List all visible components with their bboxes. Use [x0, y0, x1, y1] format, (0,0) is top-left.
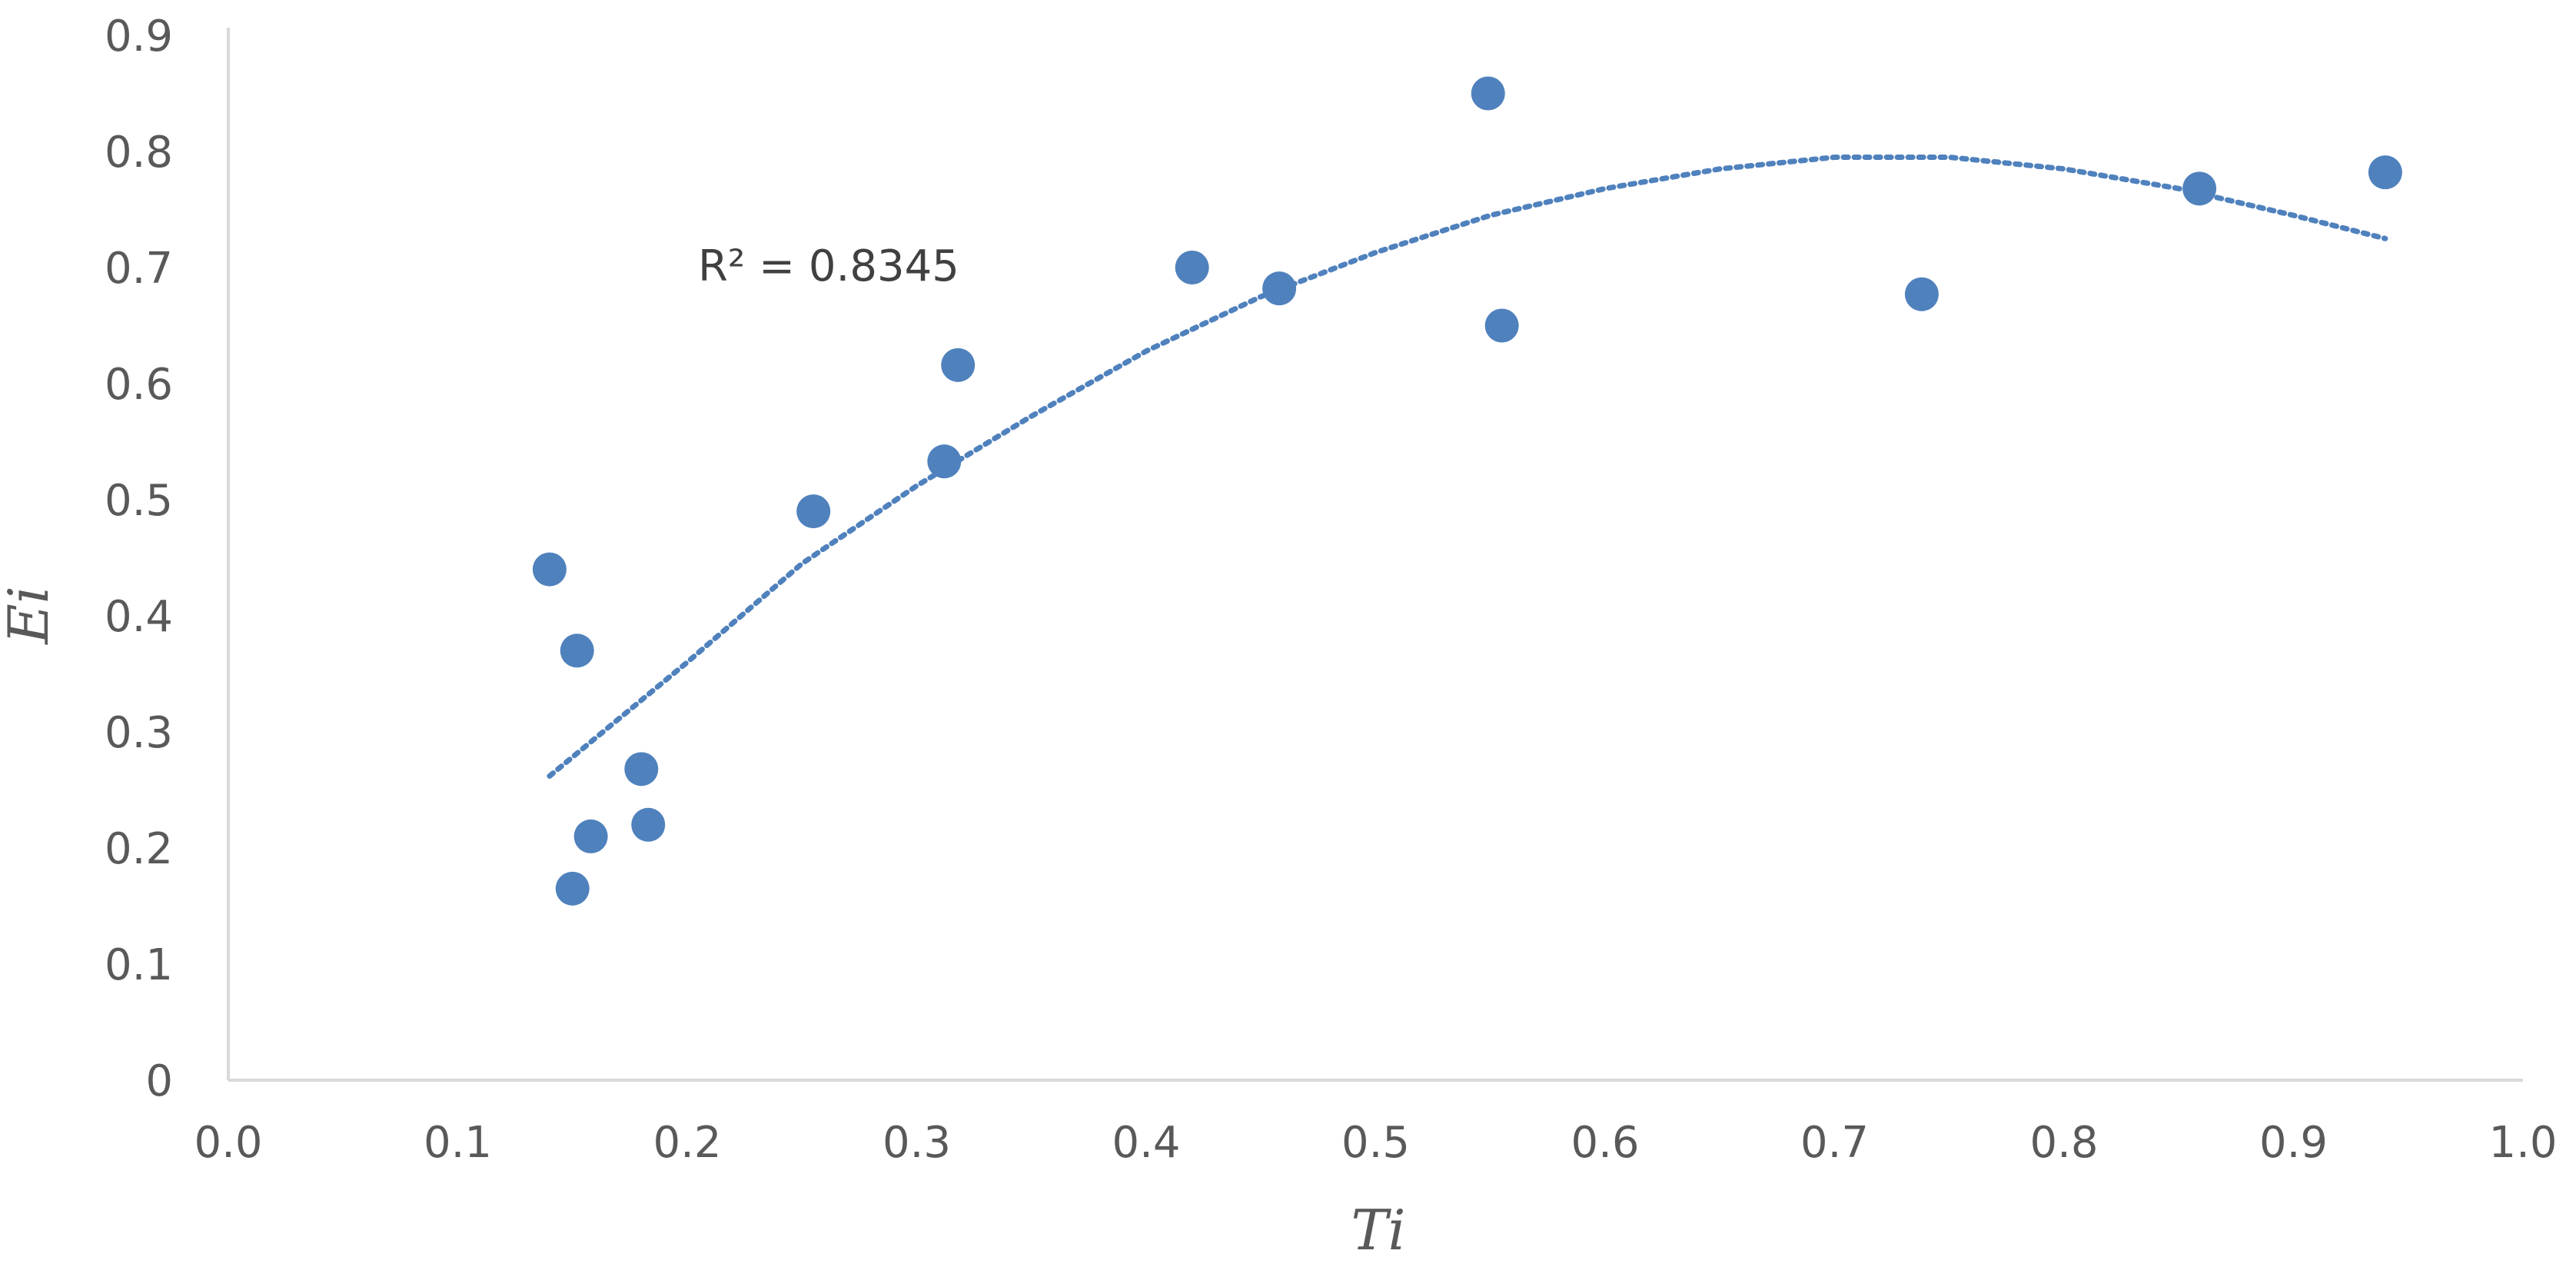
- data-point: [927, 444, 962, 479]
- data-point: [560, 634, 594, 668]
- r-squared-annotation: R² = 0.8345: [698, 241, 959, 291]
- data-point: [555, 871, 590, 906]
- data-point: [1175, 251, 1209, 284]
- y-tick-label: 0: [145, 1056, 173, 1106]
- x-tick-label: 0.9: [2259, 1118, 2328, 1168]
- x-tick-label: 0.5: [1341, 1118, 1410, 1168]
- data-point: [1471, 76, 1505, 111]
- data-point: [624, 752, 659, 786]
- x-tick-label: 0.7: [1800, 1118, 1869, 1168]
- axes: 0.0 0.1 0.2 0.3 0.4 0.5 0.6 0.7 0.8 0.9 1.0 0 0.1 0.2…: [105, 12, 2558, 1168]
- trendline-layer: [547, 155, 2388, 779]
- x-tick-label: 1.0: [2488, 1118, 2557, 1168]
- x-tick-label: 0.8: [2029, 1118, 2098, 1168]
- x-tick-label: 0.0: [194, 1118, 262, 1168]
- x-tick-label: 0.2: [653, 1118, 721, 1168]
- x-tick-label: 0.4: [1112, 1118, 1180, 1168]
- data-point: [1904, 277, 1939, 311]
- y-tick-label: 0.5: [105, 476, 173, 526]
- y-tick-label: 0.3: [105, 708, 173, 758]
- y-tick-label: 0.8: [105, 128, 173, 178]
- data-point: [2368, 155, 2402, 190]
- x-tick-label: 0.6: [1571, 1118, 1639, 1168]
- y-tick-label: 0.6: [105, 360, 173, 410]
- x-tick-label: 0.1: [424, 1118, 492, 1168]
- x-tick-label: 0.3: [882, 1118, 951, 1168]
- y-tick-label: 0.1: [105, 940, 173, 990]
- y-axis-title: Ei: [0, 586, 61, 646]
- data-point: [573, 819, 608, 853]
- y-tick-label: 0.4: [105, 592, 173, 642]
- data-point: [1484, 308, 1519, 343]
- data-point: [631, 807, 666, 842]
- data-point: [532, 552, 567, 587]
- y-tick-label: 0.9: [105, 12, 173, 62]
- data-point: [1262, 271, 1297, 306]
- y-tick-label: 0.7: [105, 244, 173, 294]
- data-point: [941, 348, 976, 382]
- data-points: [532, 76, 2402, 906]
- data-point: [796, 494, 831, 529]
- data-point: [2182, 171, 2217, 206]
- polynomial-trendline: [547, 155, 2388, 779]
- x-axis-title: Ti: [1351, 1198, 1405, 1262]
- y-tick-label: 0.2: [105, 824, 173, 874]
